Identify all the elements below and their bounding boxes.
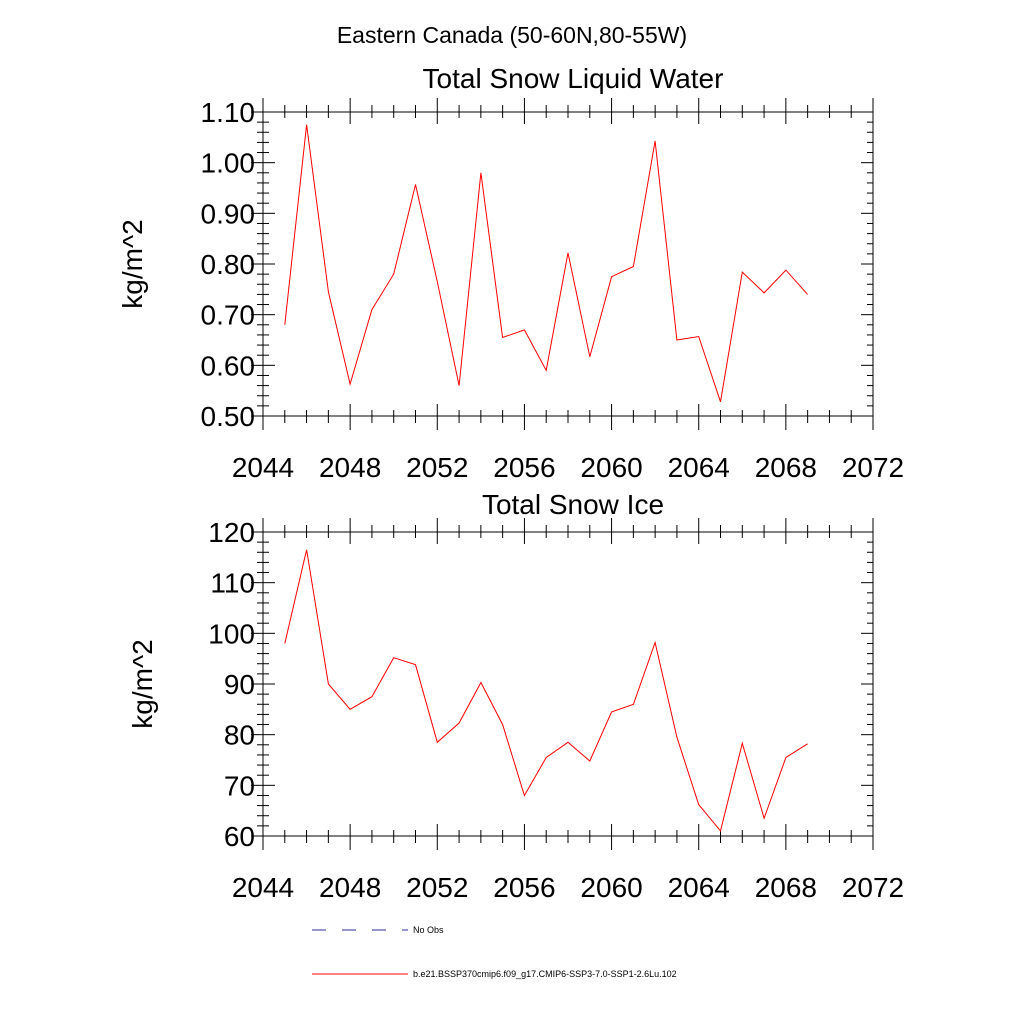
- y-tick-label: 90: [224, 669, 255, 700]
- x-tick-label: 2060: [580, 452, 642, 483]
- legend: No Obs b.e21.BSSP370cmip6.f09_g17.CMIP6-…: [312, 925, 677, 979]
- chart-title-liquid: Total Snow Liquid Water: [423, 63, 724, 94]
- x-tick-label: 2052: [406, 872, 468, 903]
- x-tick-label: 2048: [319, 452, 381, 483]
- y-tick-label: 110: [210, 568, 255, 599]
- y-tick-label: 1.10: [201, 97, 256, 128]
- y-tick-label: 0.50: [201, 401, 256, 432]
- y-axis-label-ice: kg/m^2: [127, 639, 158, 728]
- x-tick-label: 2044: [232, 452, 294, 483]
- y-tick-label: 120: [208, 517, 255, 548]
- x-tick-label: 2060: [580, 872, 642, 903]
- series-line-ice: [284, 549, 808, 832]
- figure-suptitle: Eastern Canada (50-60N,80-55W): [337, 22, 687, 48]
- x-tick-label: 2064: [668, 872, 730, 903]
- y-tick-label: 80: [224, 720, 255, 751]
- y-tick-label: 100: [208, 618, 255, 649]
- y-axis-label-liquid: kg/m^2: [117, 219, 148, 308]
- x-tick-label: 2072: [842, 452, 904, 483]
- x-tick-label: 2044: [232, 872, 294, 903]
- x-tick-label: 2056: [493, 452, 555, 483]
- x-tick-label: 2048: [319, 872, 381, 903]
- y-tick-label: 0.80: [201, 249, 256, 280]
- y-tick-label: 70: [224, 770, 255, 801]
- y-tick-label: 0.70: [201, 300, 256, 331]
- x-tick-label: 2064: [668, 452, 730, 483]
- y-tick-label: 1.00: [201, 148, 256, 179]
- x-tick-label: 2068: [755, 872, 817, 903]
- y-tick-label: 0.60: [201, 350, 256, 381]
- legend-model-label: b.e21.BSSP370cmip6.f09_g17.CMIP6-SSP3-7.…: [413, 969, 677, 979]
- x-tick-label: 2068: [755, 452, 817, 483]
- x-tick-label: 2052: [406, 452, 468, 483]
- plot-frame-ice: [262, 531, 874, 837]
- chart-title-ice: Total Snow Ice: [482, 489, 664, 520]
- panel-snow-ice: Total Snow Ice kg/m^2 2044 2048 2052 2056 2060…: [127, 489, 904, 903]
- series-line-liquid: [284, 124, 808, 402]
- y-tick-label: 0.90: [201, 198, 256, 229]
- panel-snow-liquid-water: Total Snow Liquid Water kg/m^2 2044 2048 205…: [117, 63, 904, 483]
- legend-obs-label: No Obs: [413, 925, 444, 935]
- y-tick-label: 60: [224, 821, 255, 852]
- x-tick-label: 2072: [842, 872, 904, 903]
- x-tick-label: 2056: [493, 872, 555, 903]
